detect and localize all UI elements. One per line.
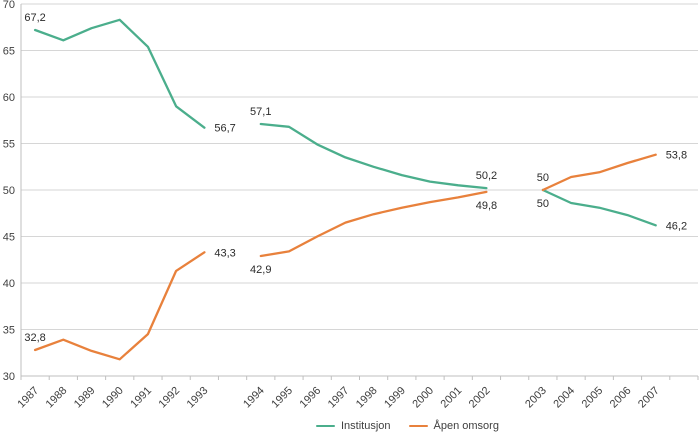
x-axis-label-group: 1997: [326, 385, 352, 411]
x-axis-tick-label: 2003: [523, 385, 549, 411]
data-label: 56,7: [214, 123, 235, 135]
x-axis-tick-label: 1994: [241, 385, 267, 411]
series-line-0-segment-1: [259, 122, 488, 190]
series-line-1-segment-2: [541, 153, 657, 192]
x-axis-label-group: 1988: [44, 385, 70, 411]
data-label: 50,2: [476, 170, 497, 182]
x-axis-label-group: 2005: [580, 385, 606, 411]
y-axis-tick-label: 55: [3, 139, 15, 151]
x-axis-tick-label: 2005: [580, 385, 606, 411]
data-label: 49,8: [476, 200, 497, 212]
series-line-1-segment-1: [259, 190, 488, 258]
x-axis-tick-label: 1999: [382, 385, 408, 411]
y-axis-tick-label: 60: [3, 92, 15, 104]
x-axis-label-group: 1998: [354, 385, 380, 411]
x-axis-tick-label: 2006: [608, 385, 634, 411]
x-axis-tick-label: 1991: [128, 385, 154, 411]
x-axis-tick-label: 2001: [439, 385, 465, 411]
x-axis-label-group: 2007: [636, 385, 662, 411]
x-axis-tick-label: 2002: [467, 385, 493, 411]
x-axis-tick-label: 2007: [636, 385, 662, 411]
data-label: 50: [537, 198, 549, 210]
x-axis-tick-label: 1995: [269, 385, 295, 411]
x-axis-label-group: 2004: [551, 385, 577, 411]
x-axis-label-group: 2001: [439, 385, 465, 411]
y-axis-tick-label: 40: [3, 278, 15, 290]
series-line-1-segment-0: [33, 251, 206, 361]
series-line-0-segment-0: [33, 18, 206, 129]
x-axis-label-group: 1992: [156, 385, 182, 411]
x-axis-tick-label: 1987: [15, 385, 41, 411]
x-axis-tick-label: 1989: [72, 385, 98, 411]
legend-label: Åpen omsorg: [433, 420, 499, 432]
x-axis-label-group: 2000: [410, 385, 436, 411]
data-label: 50: [537, 172, 549, 184]
x-axis-tick-label: 1988: [44, 385, 70, 411]
y-axis-tick-label: 30: [3, 371, 15, 383]
x-axis-label-group: 2002: [467, 385, 493, 411]
x-axis-tick-label: 1993: [185, 385, 211, 411]
x-axis-tick-label: 1997: [326, 385, 352, 411]
y-axis-tick-label: 70: [3, 0, 15, 11]
y-axis-tick-label: 50: [3, 185, 15, 197]
y-axis-tick-label: 45: [3, 232, 15, 244]
data-label: 42,9: [250, 264, 271, 276]
data-label: 46,2: [666, 220, 687, 232]
series-line-0-segment-2: [541, 188, 657, 227]
y-axis-tick-label: 35: [3, 325, 15, 337]
data-label: 32,8: [24, 332, 45, 344]
chart-legend: Institusjon Åpen omsorg: [316, 417, 499, 435]
x-axis-label-group: 1993: [185, 385, 211, 411]
y-axis-tick-label: 65: [3, 46, 15, 58]
x-axis-tick-label: 1998: [354, 385, 380, 411]
x-axis-label-group: 2003: [523, 385, 549, 411]
legend-swatch-icon: [316, 424, 335, 428]
legend-label: Institusjon: [341, 420, 391, 432]
x-axis-tick-label: 1992: [156, 385, 182, 411]
data-label: 53,8: [666, 150, 687, 162]
x-axis-label-group: 1989: [72, 385, 98, 411]
data-label: 43,3: [214, 247, 235, 259]
legend-item-1: Åpen omsorg: [408, 420, 499, 432]
data-label: 67,2: [24, 12, 45, 24]
x-axis-label-group: 1994: [241, 385, 267, 411]
x-axis-tick-label: 2000: [410, 385, 436, 411]
legend-swatch-icon: [408, 424, 428, 428]
x-axis-label-group: 1991: [128, 385, 154, 411]
x-axis-tick-label: 2004: [551, 385, 577, 411]
x-axis-tick-label: 1990: [100, 385, 126, 411]
x-axis-label-group: 1995: [269, 385, 295, 411]
legend-item-0: Institusjon: [316, 420, 391, 432]
x-axis-label-group: 2006: [608, 385, 634, 411]
x-axis-label-group: 1987: [15, 385, 41, 411]
x-axis-label-group: 1999: [382, 385, 408, 411]
x-axis-label-group: 1990: [100, 385, 126, 411]
data-label: 57,1: [250, 106, 271, 118]
x-axis-label-group: 1996: [298, 385, 324, 411]
x-axis-tick-label: 1996: [298, 385, 324, 411]
